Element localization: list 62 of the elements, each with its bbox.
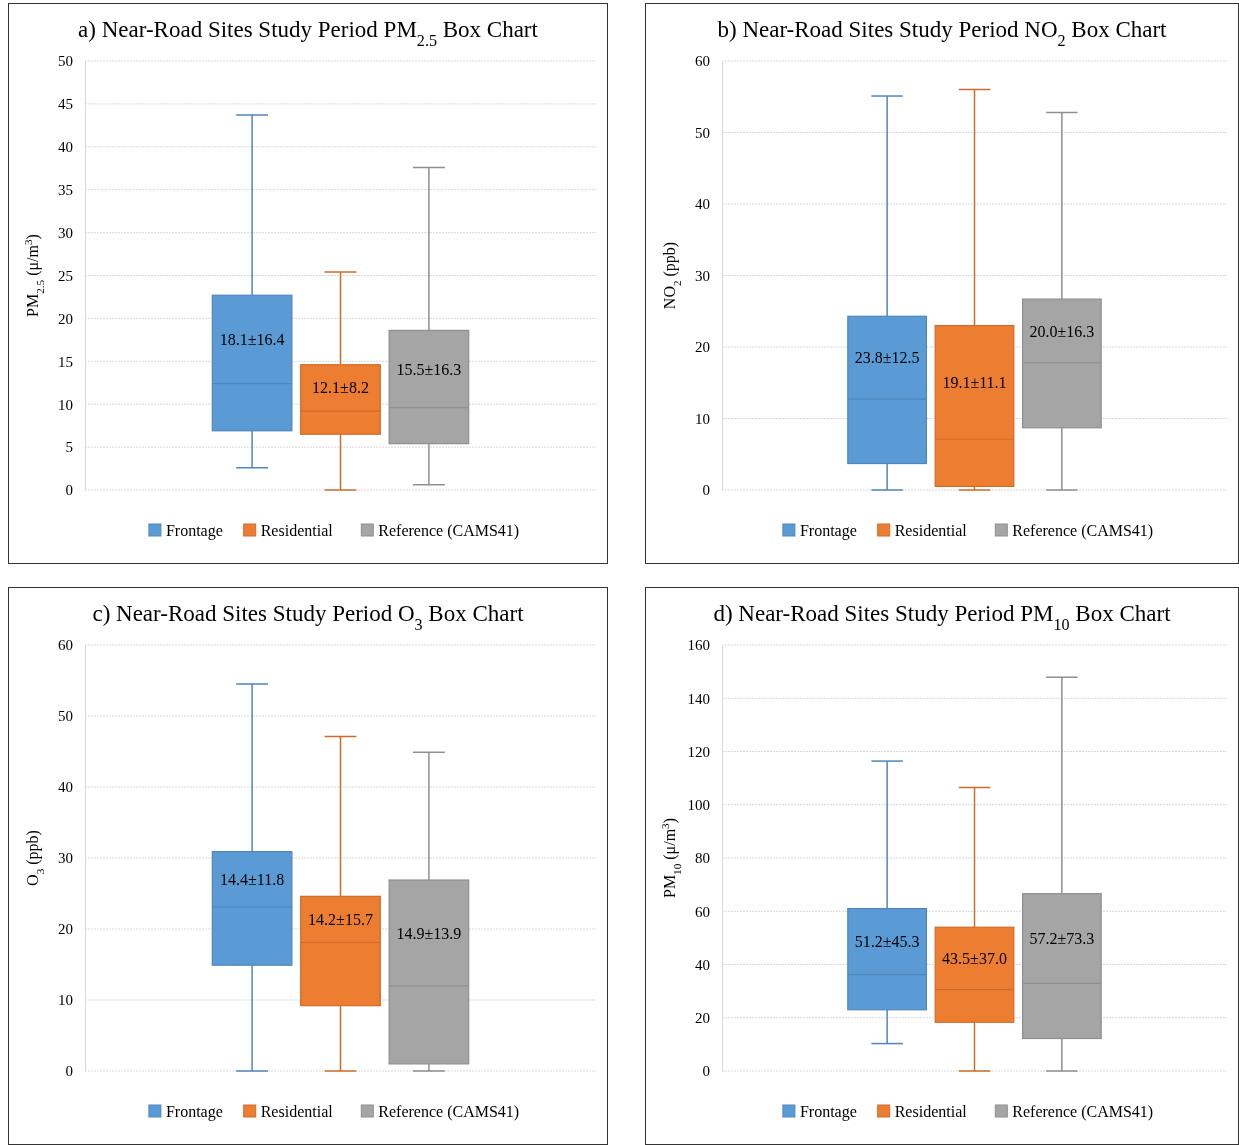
legend-label: Frontage	[799, 521, 857, 540]
y-tick-label: 50	[695, 124, 710, 141]
legend-label: Residential	[894, 521, 968, 539]
y-tick-label: 20	[58, 921, 73, 938]
y-tick-label: 20	[58, 310, 73, 327]
annotation: 15.5±16.3	[396, 360, 462, 378]
y-tick-label: 120	[687, 743, 710, 760]
y-tick-label: 25	[58, 267, 73, 284]
legend-label: Reference (CAMS41)	[378, 1102, 520, 1121]
annotation: 23.8±12.5	[854, 349, 920, 367]
legend-label: Reference (CAMS41)	[378, 521, 520, 540]
y-tick-label: 50	[58, 708, 73, 725]
annotation: 57.2±73.3	[1029, 930, 1095, 948]
y-tick-label: 140	[687, 690, 710, 707]
chart-title: d) Near-Road Sites Study Period PM$_{10}$ Box Chart	[713, 601, 1172, 633]
y-tick-label: 80	[695, 850, 710, 867]
y-tick-label: 40	[58, 779, 73, 796]
y-tick-label: 0	[65, 482, 73, 499]
annotation: 18.1±16.4	[219, 331, 285, 349]
y-tick-label: 20	[695, 339, 710, 356]
y-tick-label: 10	[58, 992, 73, 1009]
y-tick-label: 100	[687, 797, 710, 814]
y-tick-label: 30	[58, 850, 73, 867]
y-tick-label: 40	[695, 196, 710, 213]
y-tick-label: 30	[695, 267, 710, 284]
legend-label: Reference (CAMS41)	[1012, 1102, 1154, 1121]
y-tick-label: 160	[687, 637, 710, 654]
annotation: 19.1±11.1	[942, 373, 1007, 391]
y-tick-label: 0	[702, 482, 710, 499]
y-tick-label: 5	[65, 439, 73, 456]
y-tick-label: 0	[65, 1063, 73, 1080]
chart-title: c) Near-Road Sites Study Period O$_{3}$ Box Chart	[92, 601, 525, 633]
y-tick-label: 35	[58, 182, 73, 198]
y-tick-label: 10	[695, 410, 710, 427]
annotation: 14.2±15.7	[308, 911, 373, 929]
y-tick-label: 60	[58, 637, 73, 654]
y-tick-label: 15	[58, 353, 73, 370]
annotation: 14.4±11.8	[220, 870, 285, 888]
legend-label: Frontage	[165, 1102, 223, 1121]
y-tick-label: 60	[695, 903, 710, 920]
legend-label: Frontage	[799, 1102, 857, 1121]
y-tick-label: 0	[702, 1063, 710, 1080]
legend-label: Reference (CAMS41)	[1012, 521, 1154, 540]
y-tick-label: 20	[695, 1010, 710, 1027]
legend-label: Residential	[894, 1102, 968, 1120]
y-tick-label: 30	[58, 224, 73, 241]
y-tick-label: 45	[58, 96, 73, 113]
y-tick-label: 40	[695, 956, 710, 973]
y-tick-label: 60	[695, 53, 710, 70]
annotation: 14.9±13.9	[396, 924, 462, 942]
annotation: 51.2±45.3	[854, 933, 920, 951]
legend-label: Residential	[260, 1102, 334, 1120]
legend-label: Frontage	[165, 521, 223, 540]
chart-title: b) Near-Road Sites Study Period NO$_{2}$ Box Chart	[717, 17, 1168, 49]
chart-title: a) Near-Road Sites Study Period PM$_{2.5}$ Box Chart	[78, 17, 539, 49]
annotation: 20.0±16.3	[1029, 322, 1095, 340]
y-tick-label: 50	[58, 53, 73, 70]
annotation: 12.1±8.2	[312, 379, 369, 397]
y-tick-label: 40	[58, 139, 73, 156]
y-tick-label: 10	[58, 396, 73, 413]
annotation: 43.5±37.0	[942, 949, 1007, 967]
legend-label: Residential	[260, 521, 334, 539]
